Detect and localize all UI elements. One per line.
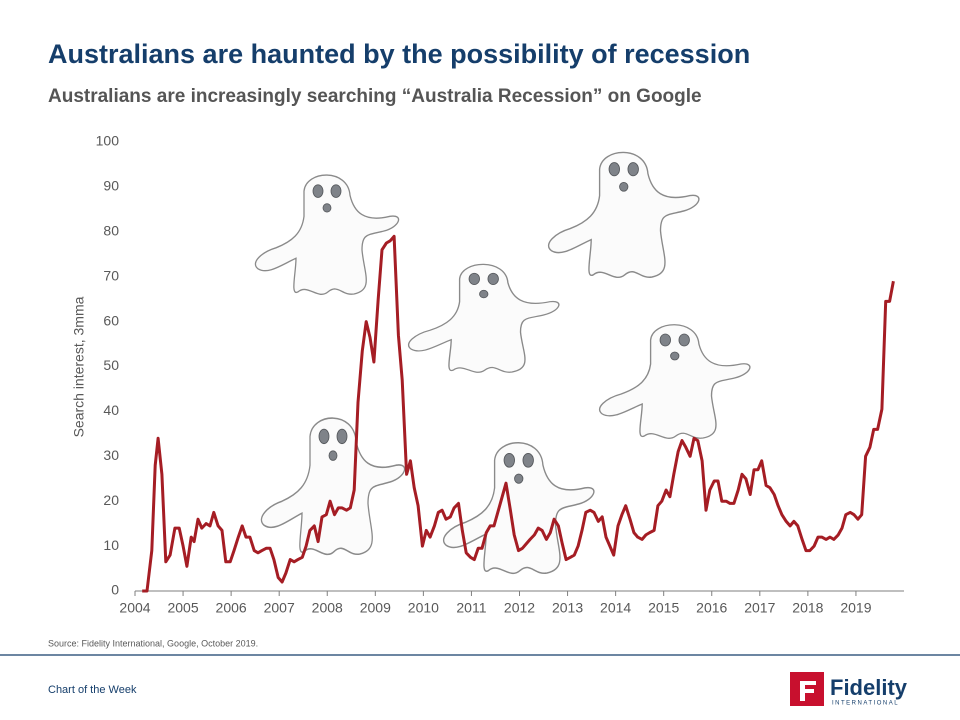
x-tick-label: 2018 xyxy=(792,600,823,616)
y-axis-label: Search interest, 3mma xyxy=(71,296,87,437)
logo-glyph xyxy=(800,681,816,701)
ghost xyxy=(407,263,560,373)
x-tick-label: 2012 xyxy=(504,600,535,616)
y-tick-label: 40 xyxy=(103,402,119,418)
footer: Chart of the Week xyxy=(48,684,137,696)
x-tick-label: 2011 xyxy=(456,600,486,616)
ghost xyxy=(547,151,700,279)
x-tick-label: 2010 xyxy=(408,600,439,616)
ghost-decorations xyxy=(254,151,751,575)
subtitle: Australians are increasingly searching “… xyxy=(48,86,702,107)
x-tick-label: 2013 xyxy=(552,600,583,616)
y-tick-label: 100 xyxy=(96,133,120,149)
ghost xyxy=(598,324,751,439)
y-tick-label: 20 xyxy=(103,492,119,508)
x-tick-label: 2008 xyxy=(312,600,343,616)
x-tick-label: 2005 xyxy=(167,600,198,616)
y-tick-label: 70 xyxy=(103,267,119,283)
series-line xyxy=(142,234,895,593)
source: Source: Fidelity International, Google, … xyxy=(48,638,258,648)
plot: 0 10 20 30 40 50 60 70 80 90 100 2004 2005 2006 2007 20… xyxy=(96,133,904,616)
y-tick-label: 50 xyxy=(103,357,119,373)
logo-sub: INTERNATIONAL xyxy=(832,701,899,707)
x-tick-label: 2017 xyxy=(744,600,775,616)
title: Australians are haunted by the possibili… xyxy=(48,39,750,69)
x-tick-label: 2015 xyxy=(648,600,679,616)
y-tick-label: 60 xyxy=(103,312,119,328)
x-tick-label: 2016 xyxy=(696,600,727,616)
x-tick-label: 2004 xyxy=(119,600,150,616)
x-tick-label: 2006 xyxy=(216,600,247,616)
x-tick-label: 2009 xyxy=(360,600,391,616)
y-tick-label: 0 xyxy=(111,582,119,598)
x-tick-label: 2007 xyxy=(264,600,295,616)
logo-name: Fidelity xyxy=(830,675,908,700)
y-tick-label: 30 xyxy=(103,447,119,463)
x-tick-label: 2019 xyxy=(840,600,871,616)
x-tick-label: 2014 xyxy=(600,600,631,616)
ghost xyxy=(260,417,406,556)
y-tick-label: 80 xyxy=(103,223,119,239)
y-tick-label: 90 xyxy=(103,178,119,194)
y-tick-label: 10 xyxy=(103,537,119,553)
ghost xyxy=(254,174,400,296)
